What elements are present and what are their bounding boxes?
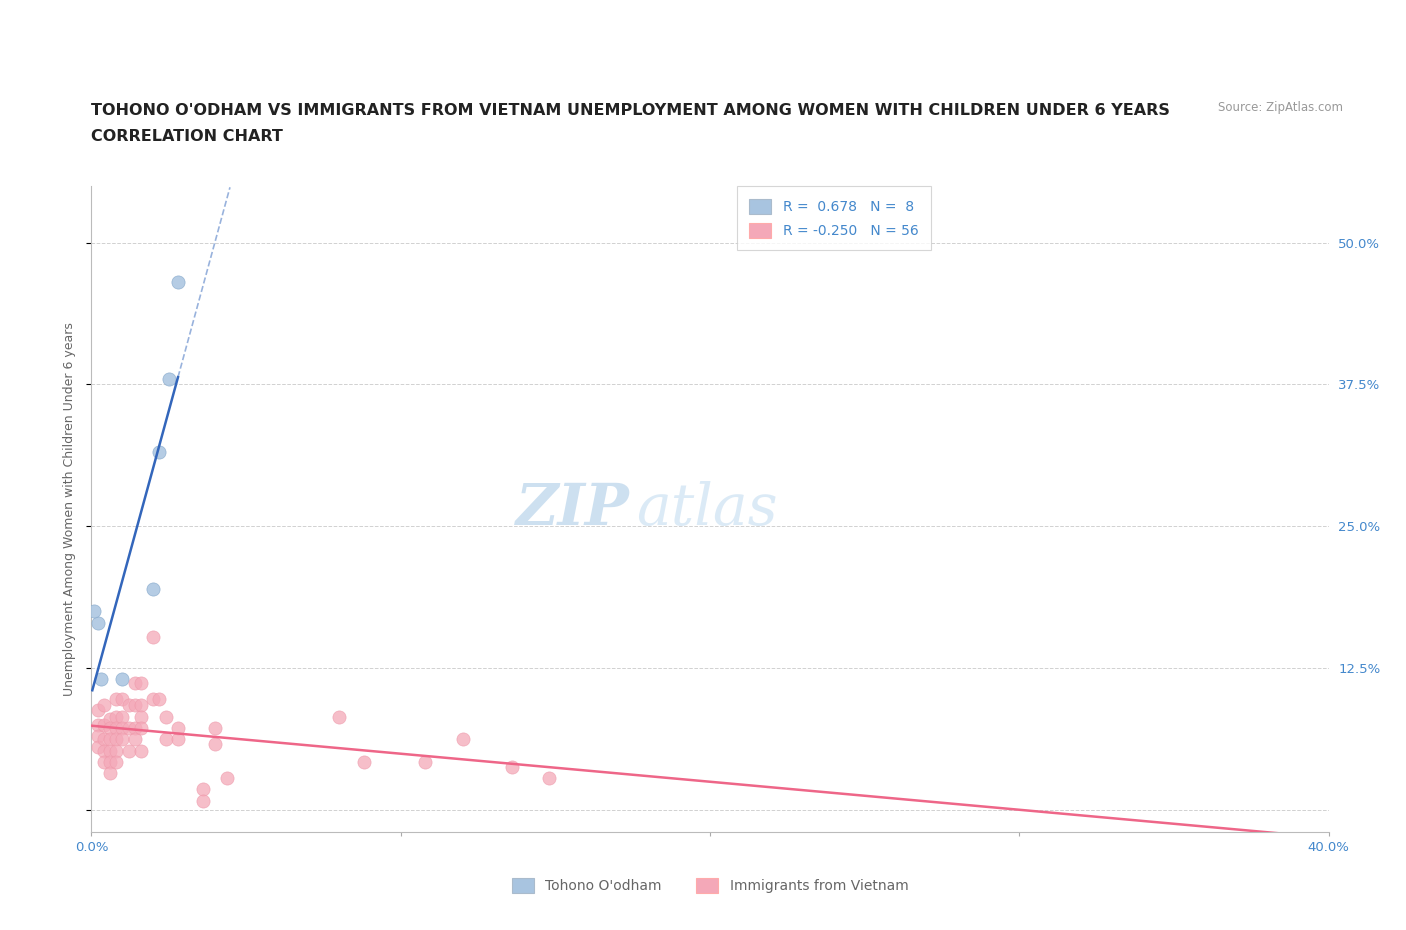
Point [117,698,139,712]
Text: CORRELATION CHART: CORRELATION CHART [91,129,283,144]
Point [98,754,121,769]
Point [86,615,108,630]
Point [204,721,226,736]
Point [105,721,128,736]
Text: TOHONO O'ODHAM VS IMMIGRANTS FROM VIETNAM UNEMPLOYMENT AMONG WOMEN WITH CHILDREN: TOHONO O'ODHAM VS IMMIGRANTS FROM VIETNA… [91,103,1170,118]
Point [124,732,146,747]
Point [217,770,239,785]
Point [451,732,474,747]
Point [93,732,115,747]
Point [111,710,134,724]
Point [353,754,375,769]
Point [86,702,108,717]
Point [129,710,152,724]
Point [129,675,152,690]
Point [98,721,121,736]
Point [129,721,152,736]
Legend: Tohono O'odham, Immigrants from Vietnam: Tohono O'odham, Immigrants from Vietnam [505,870,915,899]
Point [93,743,115,758]
Point [124,721,146,736]
Point [501,759,523,774]
Point [117,743,139,758]
Point [124,698,146,712]
Point [129,698,152,712]
Point [167,275,190,290]
Point [105,754,128,769]
Text: ZIP: ZIP [516,481,630,538]
Point [105,691,128,706]
Point [191,793,214,808]
Point [86,728,108,743]
Point [191,782,214,797]
Point [415,754,437,769]
Point [155,732,177,747]
Point [105,743,128,758]
Point [111,732,134,747]
Point [538,770,561,785]
Point [86,740,108,755]
Point [157,371,180,386]
Text: Source: ZipAtlas.com: Source: ZipAtlas.com [1218,101,1343,114]
Point [93,754,115,769]
Point [124,675,146,690]
Point [117,721,139,736]
Point [86,717,108,732]
Text: atlas: atlas [636,481,778,538]
Point [93,717,115,732]
Point [142,691,165,706]
Point [167,732,190,747]
Point [98,732,121,747]
Point [148,445,170,460]
Point [142,630,165,644]
Point [105,732,128,747]
Point [111,691,134,706]
Point [111,671,134,686]
Point [142,581,165,596]
Point [98,711,121,726]
Point [129,743,152,758]
Point [155,710,177,724]
Point [93,698,115,712]
Point [98,766,121,781]
Y-axis label: Unemployment Among Women with Children Under 6 years: Unemployment Among Women with Children U… [63,322,76,697]
Point [83,604,105,618]
Point [90,671,112,686]
Point [111,721,134,736]
Point [105,710,128,724]
Point [204,737,226,751]
Point [328,710,350,724]
Point [148,691,170,706]
Point [98,743,121,758]
Point [167,721,190,736]
